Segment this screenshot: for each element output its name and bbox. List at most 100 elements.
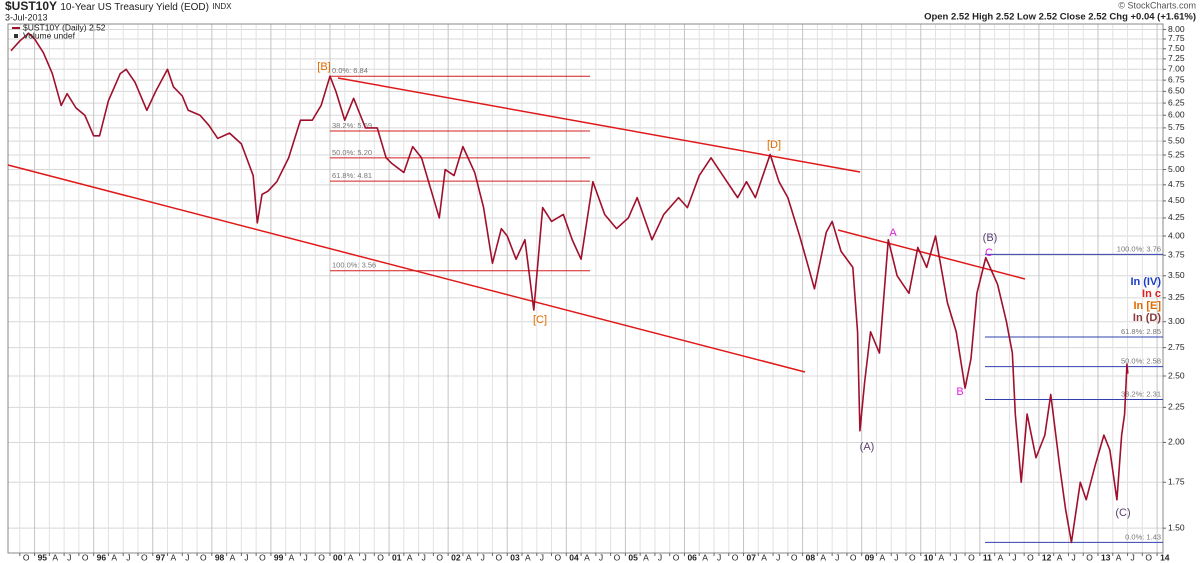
- x-tick-label: J: [244, 552, 248, 562]
- x-tick-label: 02: [451, 552, 461, 562]
- x-tick-label: J: [363, 552, 367, 562]
- x-tick-label: O: [495, 552, 502, 562]
- y-tick-label: 6.75: [1168, 74, 1185, 84]
- x-tick-label: J: [953, 552, 957, 562]
- fib-label: 50.0%: 5.20: [332, 148, 372, 157]
- y-tick-label: 4.00: [1168, 230, 1185, 240]
- x-tick-label: 95: [38, 552, 48, 562]
- x-tick-label: O: [1027, 552, 1034, 562]
- x-tick-label: 14: [1160, 552, 1170, 562]
- fib-label: 100.0%: 3.56: [332, 261, 376, 270]
- price-line: [10, 32, 1129, 544]
- channel-line: [7, 164, 806, 373]
- x-tick-label: A: [998, 552, 1004, 562]
- grid: [8, 24, 1163, 553]
- x-tick-label: A: [761, 552, 767, 562]
- x-tick-label: J: [599, 552, 603, 562]
- x-tick-label: A: [348, 552, 354, 562]
- x-tick-label: O: [673, 552, 680, 562]
- y-tick-label: 3.75: [1168, 249, 1185, 259]
- y-tick-label: 3.50: [1168, 270, 1185, 280]
- x-tick-label: 12: [1042, 552, 1052, 562]
- x-tick-label: A: [230, 552, 236, 562]
- header: $UST10Y 10-Year US Treasury Yield (EOD) …: [5, 0, 232, 13]
- channel-line: [837, 229, 1026, 280]
- wave-label: (C): [1115, 507, 1130, 519]
- y-tick-label: 5.50: [1168, 135, 1185, 145]
- y-tick-label: 4.25: [1168, 212, 1185, 222]
- x-tick-label: O: [732, 552, 739, 562]
- x-tick-label: A: [407, 552, 413, 562]
- subtitle: 10-Year US Treasury Yield (EOD): [60, 2, 209, 13]
- wave-degree-label: In [E]: [1134, 300, 1162, 312]
- x-tick-label: J: [540, 552, 544, 562]
- x-tick-label: J: [1071, 552, 1075, 562]
- x-tick-label: O: [555, 552, 562, 562]
- x-tick-label: A: [1057, 552, 1063, 562]
- y-tick-label: 7.25: [1168, 53, 1185, 63]
- x-tick-label: 97: [156, 552, 166, 562]
- wave-label: (B): [983, 232, 998, 244]
- ticker: $UST10Y: [5, 0, 57, 13]
- x-tick-label: O: [200, 552, 207, 562]
- x-tick-label: 01: [392, 552, 402, 562]
- legend-entry: Volume undef: [23, 30, 76, 40]
- fib-label: 61.8%: 2.85: [1121, 327, 1161, 336]
- y-tick-label: 7.75: [1168, 33, 1185, 43]
- date: 3-Jul-2013: [5, 12, 48, 22]
- y-tick-label: 6.00: [1168, 109, 1185, 119]
- x-tick-label: A: [643, 552, 649, 562]
- x-tick-label: A: [584, 552, 590, 562]
- y-tick-label: 8.00: [1168, 24, 1185, 34]
- x-tick-label: O: [318, 552, 325, 562]
- source: © StockCharts.com: [1118, 0, 1196, 10]
- x-tick-label: A: [525, 552, 531, 562]
- x-tick-label: J: [1131, 552, 1135, 562]
- x-tick-label: A: [466, 552, 472, 562]
- fib-label: 0.0%: 6.84: [332, 66, 368, 75]
- wave-degree-label: In (D): [1133, 312, 1161, 324]
- x-tick-label: 09: [865, 552, 875, 562]
- fib-label: 50.0%: 2.58: [1121, 357, 1161, 366]
- x-tick-label: A: [171, 552, 177, 562]
- y-tick-label: 4.75: [1168, 179, 1185, 189]
- wave-label: [B]: [317, 61, 330, 73]
- x-tick-label: A: [52, 552, 58, 562]
- fib-label: 61.8%: 4.81: [332, 171, 372, 180]
- x-tick-label: J: [894, 552, 898, 562]
- wave-degree-label: In c: [1142, 288, 1161, 300]
- y-tick-label: 5.00: [1168, 164, 1185, 174]
- channel-line: [337, 77, 861, 173]
- y-tick-label: 5.75: [1168, 122, 1185, 132]
- y-tick-label: 2.50: [1168, 370, 1185, 380]
- x-tick-label: O: [968, 552, 975, 562]
- x-tick-label: 00: [333, 552, 343, 562]
- x-tick-label: O: [436, 552, 443, 562]
- y-tick-label: 5.25: [1168, 149, 1185, 159]
- x-tick-label: O: [614, 552, 621, 562]
- x-tick-label: 07: [747, 552, 757, 562]
- x-tick-label: A: [820, 552, 826, 562]
- x-tick-label: 13: [1101, 552, 1111, 562]
- plot-frame: [7, 23, 1164, 554]
- x-tick-label: O: [259, 552, 266, 562]
- fib-label: 38.2%: 5.69: [332, 121, 372, 130]
- x-tick-label: J: [776, 552, 780, 562]
- y-tick-label: 2.00: [1168, 437, 1185, 447]
- x-tick-label: 04: [569, 552, 579, 562]
- wave-label: A: [889, 227, 897, 239]
- exchange: INDX: [212, 2, 232, 11]
- x-tick-label: 03: [510, 552, 520, 562]
- x-tick-label: J: [185, 552, 189, 562]
- y-tick-label: 7.00: [1168, 64, 1185, 74]
- x-tick-label: O: [82, 552, 89, 562]
- y-tick-label: 1.50: [1168, 522, 1185, 532]
- x-tick-label: O: [23, 552, 30, 562]
- y-tick-label: 3.25: [1168, 292, 1185, 302]
- x-tick-label: J: [717, 552, 721, 562]
- y-tick-label: 1.75: [1168, 476, 1185, 486]
- legend-entry: $UST10Y (Daily) 2.52: [23, 22, 106, 32]
- x-tick-label: J: [1012, 552, 1016, 562]
- x-tick-label: J: [481, 552, 485, 562]
